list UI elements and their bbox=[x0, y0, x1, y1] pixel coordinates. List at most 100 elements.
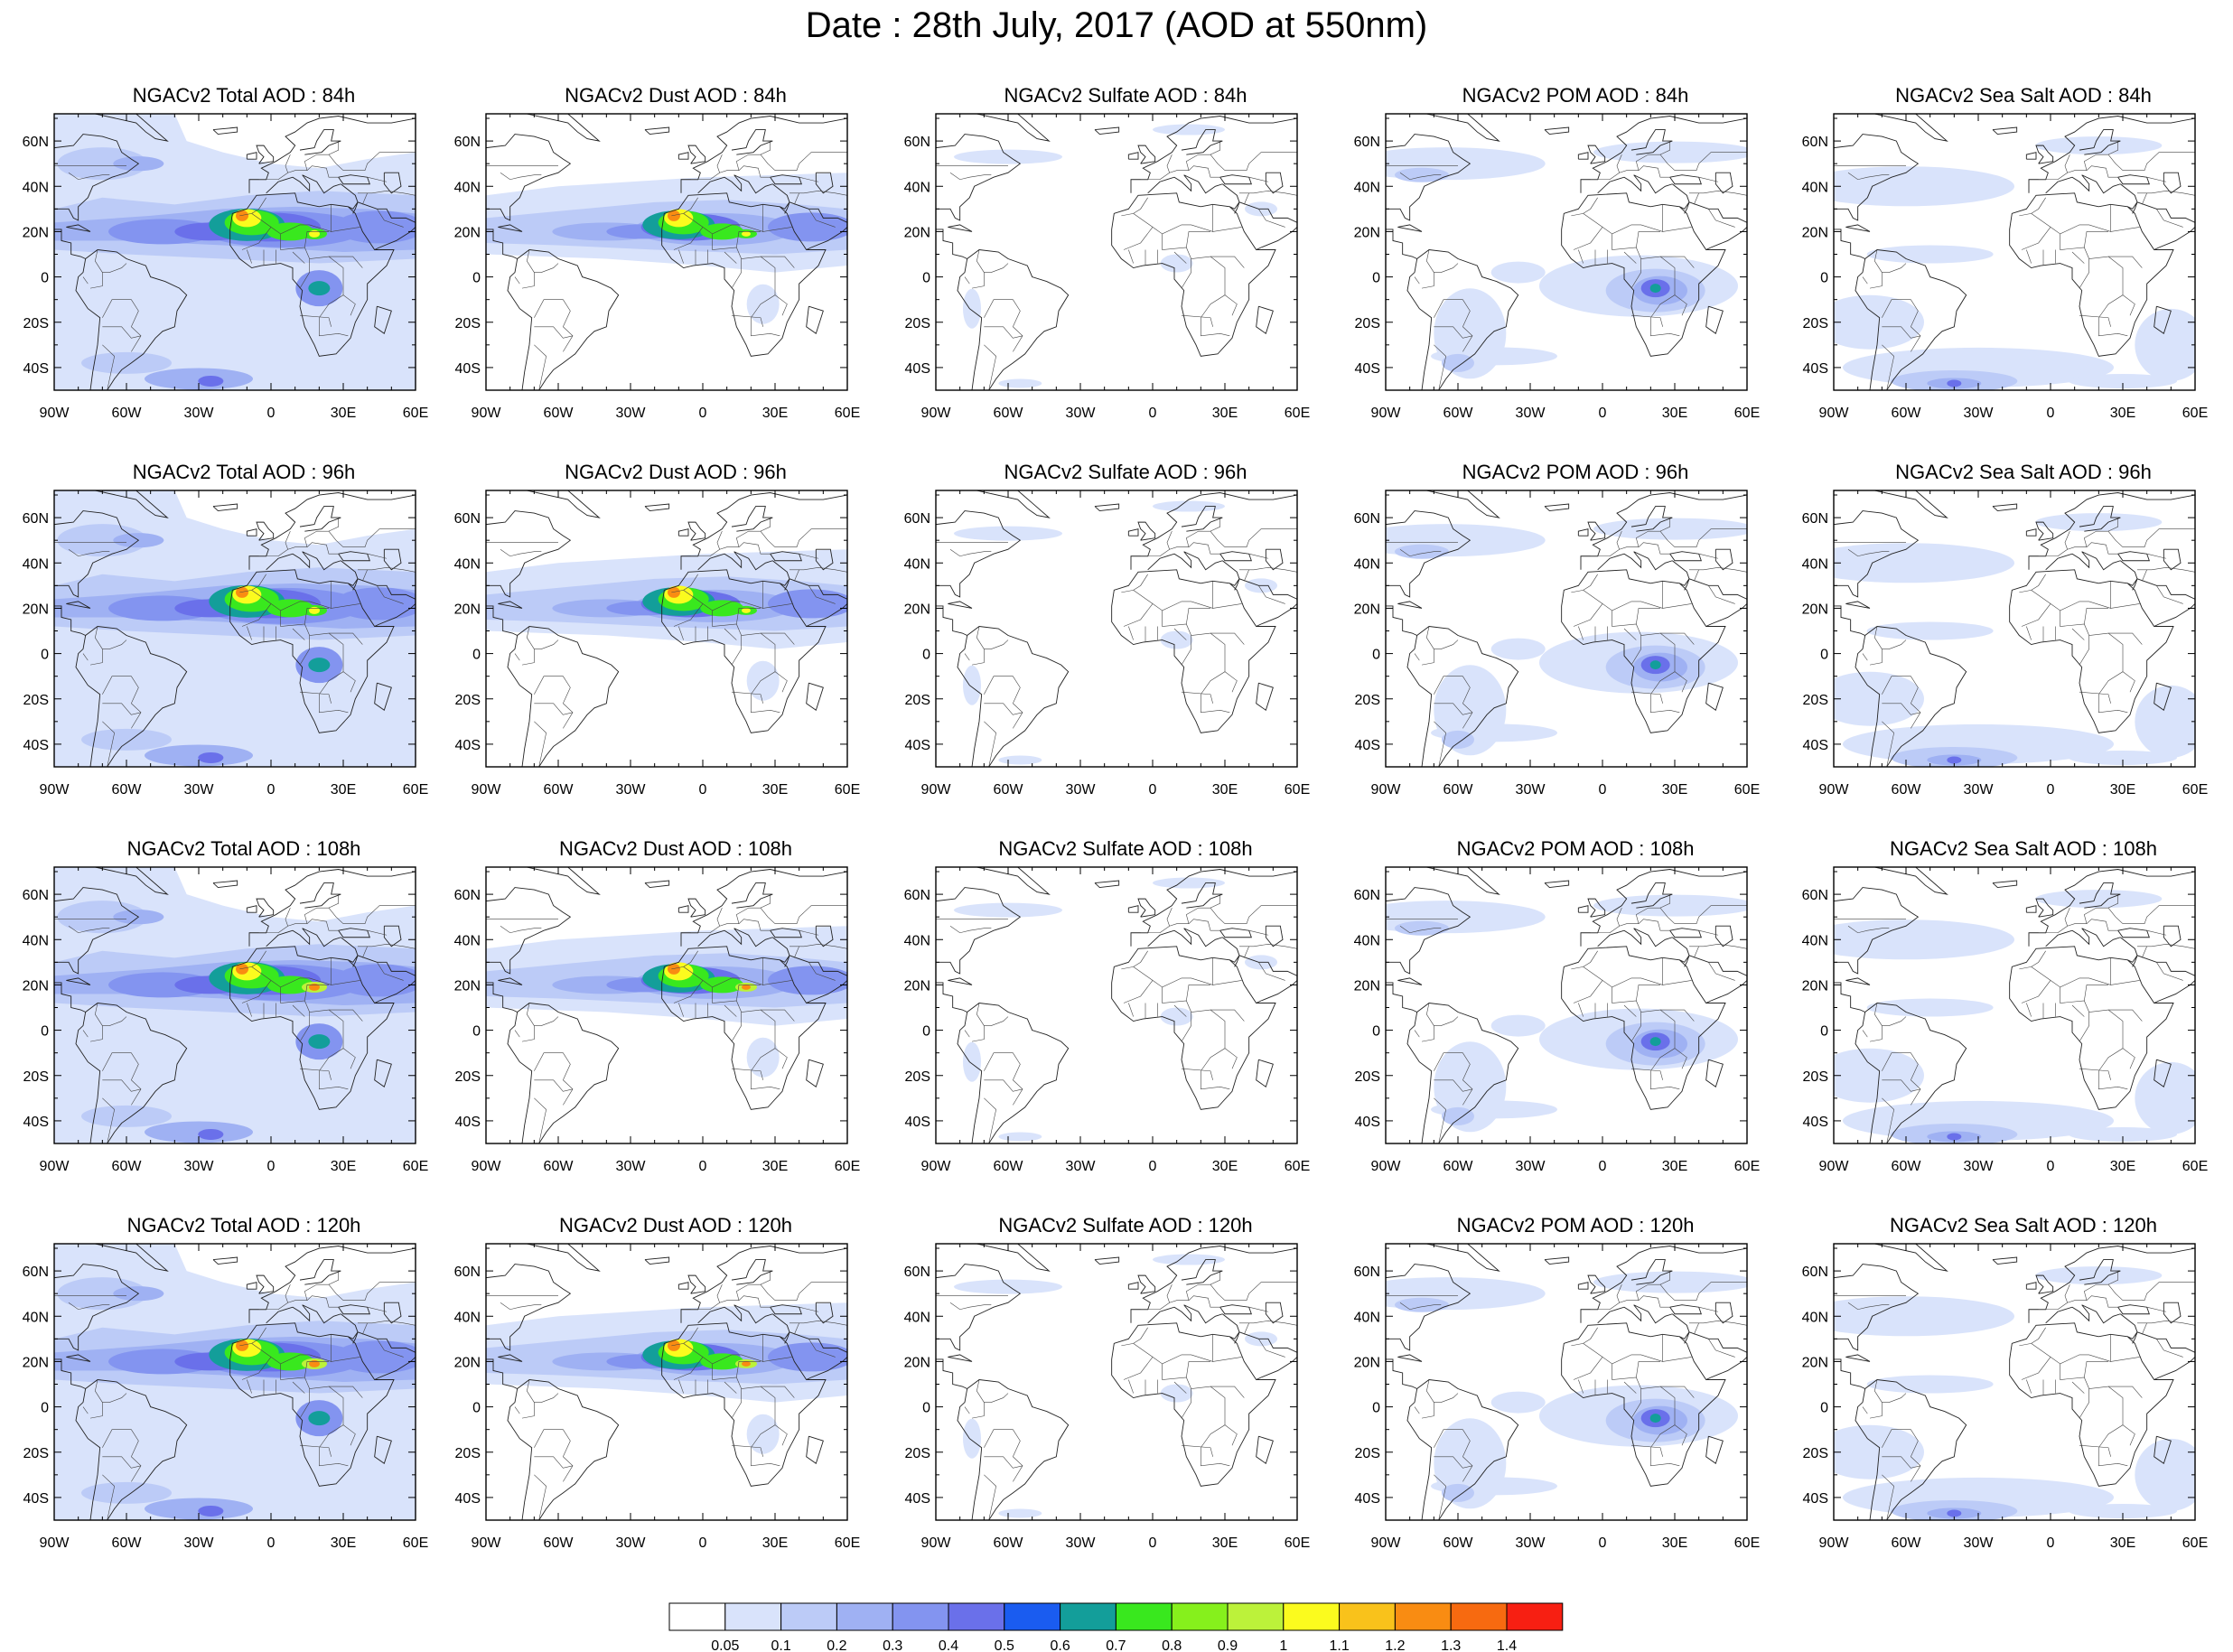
coastline bbox=[770, 928, 802, 938]
coastline bbox=[1426, 1244, 1500, 1272]
border bbox=[799, 553, 819, 559]
coastline bbox=[1561, 192, 1726, 357]
lat-label: 40S bbox=[455, 361, 481, 377]
lat-label: 20S bbox=[1803, 316, 1828, 331]
lat-label: 40N bbox=[1802, 1310, 1828, 1325]
lon-label: 30W bbox=[1066, 1535, 1097, 1551]
lon-label: 60W bbox=[994, 406, 1024, 421]
border bbox=[2142, 569, 2147, 582]
lat-label: 20N bbox=[1802, 978, 1828, 994]
coastline bbox=[486, 982, 518, 1013]
border bbox=[2021, 980, 2051, 1003]
lon-label: 60E bbox=[1285, 782, 1310, 798]
border bbox=[1181, 1444, 1213, 1457]
aod-field bbox=[768, 589, 847, 619]
aod-shading bbox=[1834, 114, 2195, 390]
border bbox=[1874, 1379, 1883, 1403]
border bbox=[277, 542, 339, 556]
country-borders bbox=[936, 141, 1297, 390]
border bbox=[2137, 190, 2195, 196]
lon-label: 0 bbox=[267, 782, 276, 798]
border bbox=[1225, 152, 1297, 172]
aod-field bbox=[742, 607, 751, 613]
coastline bbox=[1669, 928, 1702, 938]
border bbox=[799, 929, 819, 936]
border bbox=[1882, 344, 1894, 390]
coastline bbox=[1561, 569, 1726, 733]
border bbox=[976, 1003, 985, 1026]
border bbox=[1414, 276, 1420, 285]
coastline bbox=[498, 977, 523, 985]
map-area: 60N 40N 20N 0 20S 40S 90W 60W 30W 0 30E 60E bbox=[1802, 1243, 2208, 1551]
lon-label: 60W bbox=[1444, 1535, 1474, 1551]
lat-label: 20S bbox=[905, 1446, 930, 1461]
coastline bbox=[1630, 882, 1673, 909]
map-panel-sulfate-4: NGACv2 Sulfate AOD : 120h 60N 40N 20N 0 20S 40… bbox=[904, 1211, 1342, 1573]
aod-field bbox=[236, 1339, 248, 1351]
border bbox=[2122, 671, 2135, 693]
border bbox=[1225, 528, 1297, 548]
lon-label: 60E bbox=[1734, 782, 1760, 798]
coastline bbox=[1705, 1059, 1724, 1088]
border bbox=[328, 894, 339, 909]
coastline bbox=[1587, 898, 1606, 918]
border bbox=[239, 950, 266, 970]
border bbox=[514, 1030, 520, 1038]
lat-label: 60N bbox=[1354, 1265, 1380, 1280]
coastline bbox=[770, 1304, 802, 1315]
coastline bbox=[644, 503, 670, 512]
lat-label: 0 bbox=[472, 1401, 481, 1416]
coastline bbox=[1834, 1358, 1865, 1389]
page-title: Date : 28th July, 2017 (AOD at 550nm) bbox=[805, 5, 1428, 45]
border bbox=[1623, 251, 1637, 264]
coastline bbox=[1630, 1259, 1673, 1285]
coastline bbox=[1714, 1302, 1733, 1324]
border bbox=[1133, 1334, 1213, 1365]
lat-label: 20N bbox=[1802, 602, 1828, 617]
coastline bbox=[2025, 905, 2037, 913]
country-borders bbox=[486, 894, 847, 1143]
lat-label: 0 bbox=[41, 1024, 49, 1040]
lat-label: 20N bbox=[454, 602, 481, 617]
lat-label: 60N bbox=[1354, 888, 1380, 903]
aod-field bbox=[81, 1105, 172, 1127]
coastlines bbox=[54, 490, 416, 767]
border bbox=[1166, 154, 1173, 173]
border bbox=[775, 905, 847, 925]
lon-label: 30E bbox=[762, 1535, 788, 1551]
coastline bbox=[1874, 867, 1948, 895]
border bbox=[1694, 1322, 1699, 1335]
lon-label: 60W bbox=[994, 1535, 1024, 1551]
lon-label: 60W bbox=[1892, 1535, 1922, 1551]
border bbox=[2057, 165, 2118, 180]
coastline bbox=[1834, 510, 1920, 598]
lat-label: 40S bbox=[23, 738, 49, 753]
border bbox=[247, 626, 252, 640]
coastlines bbox=[486, 114, 847, 390]
border bbox=[1210, 518, 1220, 532]
aod-field bbox=[81, 1481, 172, 1504]
border bbox=[2064, 154, 2070, 173]
map-area: 60N 40N 20N 0 20S 40S 90W 60W 30W 0 30E 60E bbox=[904, 1243, 1310, 1551]
border bbox=[1421, 1393, 1459, 1419]
coastline bbox=[1426, 114, 1500, 142]
coastline bbox=[1577, 1282, 1589, 1290]
border bbox=[534, 344, 547, 390]
aod-field bbox=[1834, 671, 1924, 726]
coastline bbox=[1127, 152, 1139, 160]
coastlines bbox=[54, 114, 416, 390]
coastline bbox=[1256, 1059, 1274, 1088]
coastline bbox=[697, 551, 773, 571]
coastline bbox=[1544, 503, 1570, 512]
coastline bbox=[229, 192, 395, 357]
lat-label: 40N bbox=[23, 556, 49, 572]
border bbox=[1133, 957, 1213, 988]
border bbox=[716, 908, 723, 927]
border bbox=[1159, 165, 1220, 180]
lon-label: 0 bbox=[2047, 406, 2055, 421]
lon-label: 90W bbox=[1819, 1535, 1850, 1551]
aod-field bbox=[954, 526, 1062, 541]
border bbox=[2079, 258, 2089, 289]
border bbox=[1847, 1302, 1890, 1311]
aod-field bbox=[1649, 1037, 1661, 1047]
